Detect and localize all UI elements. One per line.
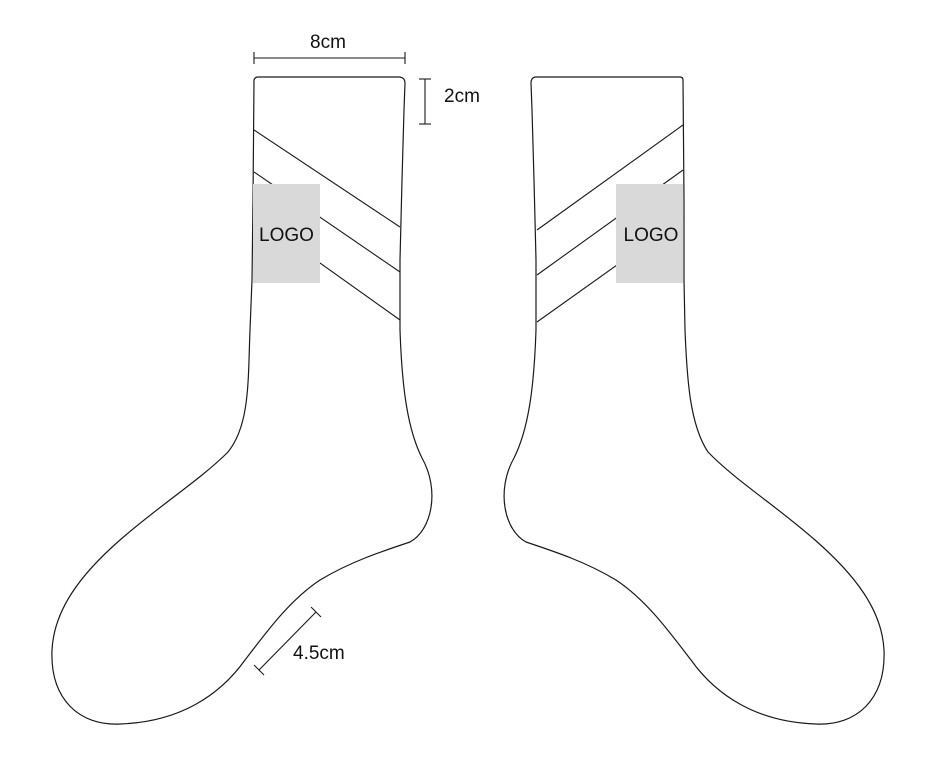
right-sock: LOGO: [503, 76, 885, 725]
right-logo-box: [616, 184, 683, 283]
foot-dimension-tick-bottom: [253, 664, 265, 676]
right-logo-text: LOGO: [624, 225, 679, 246]
left-sock: LOGO: [51, 76, 433, 725]
left-sock-outline: [51, 76, 433, 725]
foot-dimension-label: 4.5cm: [293, 643, 345, 664]
left-logo-box: [253, 184, 320, 283]
foot-dimension-tick-top: [310, 606, 322, 618]
left-stripe-1: [253, 129, 401, 228]
width-dimension-label: 8cm: [310, 32, 346, 53]
right-sock-outline: [503, 76, 885, 725]
width-dimension: 8cm: [253, 32, 406, 64]
left-logo-text: LOGO: [259, 225, 314, 246]
foot-dimension-line: [258, 611, 317, 671]
cuff-dimension: 2cm: [419, 78, 480, 125]
cuff-dimension-label: 2cm: [444, 86, 480, 107]
foot-dimension: 4.5cm: [253, 606, 345, 676]
right-stripe-1: [536, 124, 684, 231]
